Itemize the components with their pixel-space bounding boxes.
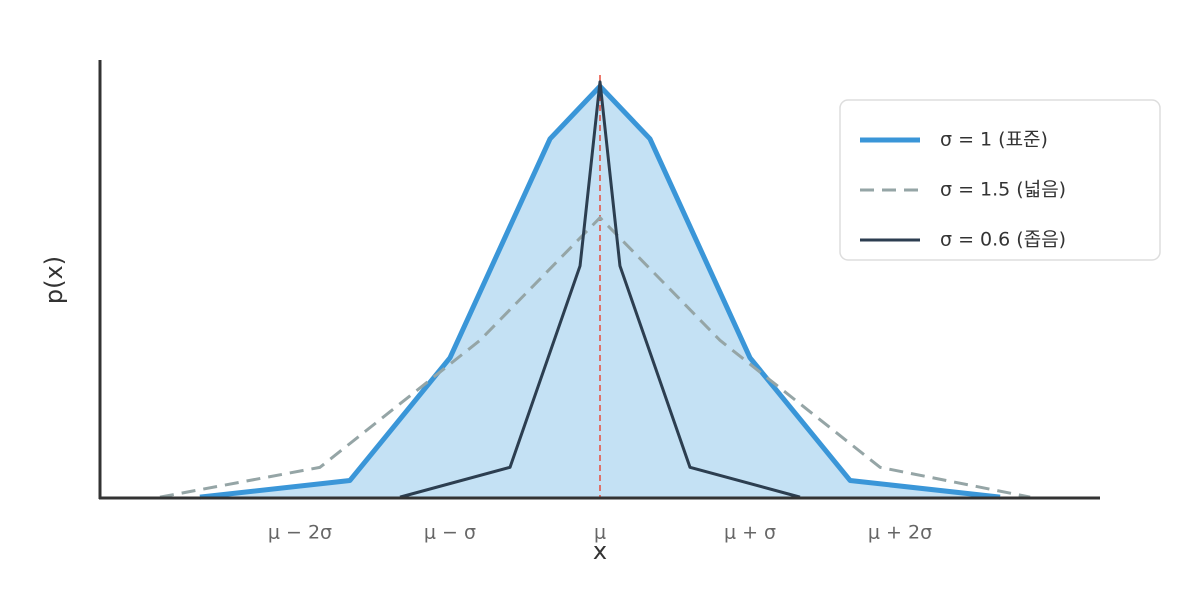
x-axis-label: x bbox=[593, 537, 607, 565]
series-line bbox=[159, 216, 1031, 499]
x-tick-label: μ − σ bbox=[424, 522, 476, 544]
y-axis-label: p(x) bbox=[40, 256, 68, 304]
x-tick-label: μ bbox=[594, 522, 606, 544]
legend-label: σ = 0.6 (좁음) bbox=[940, 229, 1066, 251]
x-tick-label: μ + 2σ bbox=[868, 522, 932, 544]
legend-label: σ = 1 (표준) bbox=[940, 129, 1048, 151]
legend-label: σ = 1.5 (넓음) bbox=[940, 179, 1066, 201]
x-tick-label: μ + σ bbox=[724, 522, 776, 544]
x-tick-label: μ − 2σ bbox=[268, 522, 332, 544]
area bbox=[199, 86, 1001, 498]
plot-area bbox=[159, 75, 1031, 500]
series-line bbox=[399, 80, 801, 499]
